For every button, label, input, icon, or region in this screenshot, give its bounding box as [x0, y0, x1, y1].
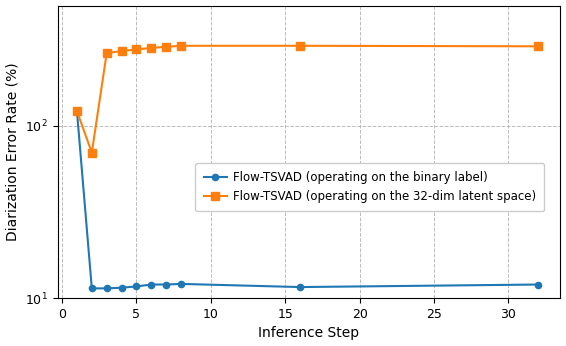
Flow-TSVAD (operating on the binary label)	[74, 109, 80, 113]
Flow-TSVAD (operating on the 32-dim latent space)	[297, 44, 303, 48]
Flow-TSVAD (operating on the 32-dim latent space)	[118, 49, 125, 53]
Flow-TSVAD (operating on the 32-dim latent space)	[133, 47, 140, 52]
Flow-TSVAD (operating on the 32-dim latent space)	[103, 51, 110, 55]
Flow-TSVAD (operating on the binary label)	[133, 284, 140, 289]
X-axis label: Inference Step: Inference Step	[259, 326, 359, 340]
Flow-TSVAD (operating on the 32-dim latent space)	[535, 44, 542, 48]
Flow-TSVAD (operating on the 32-dim latent space)	[74, 109, 80, 113]
Flow-TSVAD (operating on the binary label)	[178, 282, 185, 286]
Flow-TSVAD (operating on the binary label)	[118, 286, 125, 290]
Flow-TSVAD (operating on the 32-dim latent space)	[148, 46, 155, 50]
Line: Flow-TSVAD (operating on the binary label): Flow-TSVAD (operating on the binary labe…	[74, 108, 541, 291]
Legend: Flow-TSVAD (operating on the binary label), Flow-TSVAD (operating on the 32-dim : Flow-TSVAD (operating on the binary labe…	[195, 163, 544, 211]
Line: Flow-TSVAD (operating on the 32-dim latent space): Flow-TSVAD (operating on the 32-dim late…	[73, 42, 542, 156]
Flow-TSVAD (operating on the 32-dim latent space)	[88, 151, 95, 155]
Flow-TSVAD (operating on the binary label)	[148, 282, 155, 286]
Flow-TSVAD (operating on the 32-dim latent space)	[163, 45, 170, 49]
Flow-TSVAD (operating on the 32-dim latent space)	[178, 44, 185, 48]
Y-axis label: Diarization Error Rate (%): Diarization Error Rate (%)	[6, 63, 20, 241]
Flow-TSVAD (operating on the binary label)	[535, 282, 542, 286]
Flow-TSVAD (operating on the binary label)	[88, 286, 95, 290]
Flow-TSVAD (operating on the binary label)	[163, 282, 170, 286]
Flow-TSVAD (operating on the binary label)	[103, 286, 110, 290]
Flow-TSVAD (operating on the binary label)	[297, 285, 303, 289]
